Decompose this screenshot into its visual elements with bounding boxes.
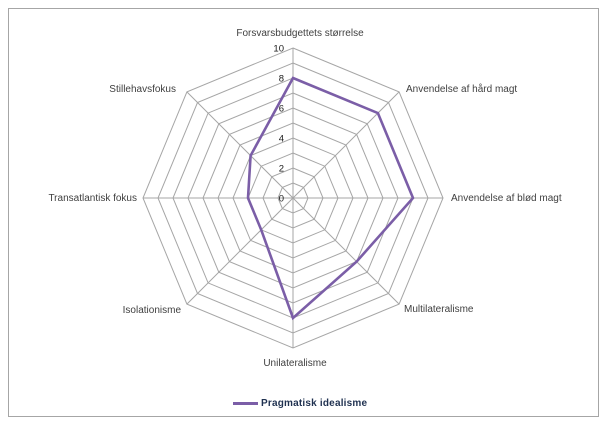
chart-border: [8, 8, 599, 417]
category-label: Anvendelse af blød magt: [451, 193, 562, 204]
legend: Pragmatisk idealisme: [233, 396, 367, 410]
category-label: Anvendelse af hård magt: [406, 83, 517, 95]
legend-line-swatch: [233, 401, 258, 405]
category-label: Forsvarsbudgettets størrelse: [236, 28, 364, 39]
tick-label: 6: [279, 104, 284, 115]
tick-label: 4: [279, 134, 284, 145]
category-label: Multilateralisme: [404, 304, 474, 315]
tick-label: 10: [273, 44, 284, 55]
axis-spoke: [292, 91, 400, 199]
tick-label: 2: [279, 164, 284, 175]
category-label: Unilateralisme: [263, 358, 327, 369]
series-polygon: [246, 76, 415, 321]
axis-spoke: [186, 91, 294, 199]
tick-label: 0: [279, 194, 284, 205]
category-label: Isolationisme: [123, 305, 182, 316]
axis-spoke: [186, 197, 294, 305]
tick-label: 8: [279, 74, 284, 85]
axis-spoke: [292, 197, 400, 305]
category-label: Transatlantisk fokus: [48, 193, 137, 204]
legend-label: Pragmatisk idealisme: [261, 397, 368, 409]
category-label: Stillehavsfokus: [109, 84, 176, 95]
